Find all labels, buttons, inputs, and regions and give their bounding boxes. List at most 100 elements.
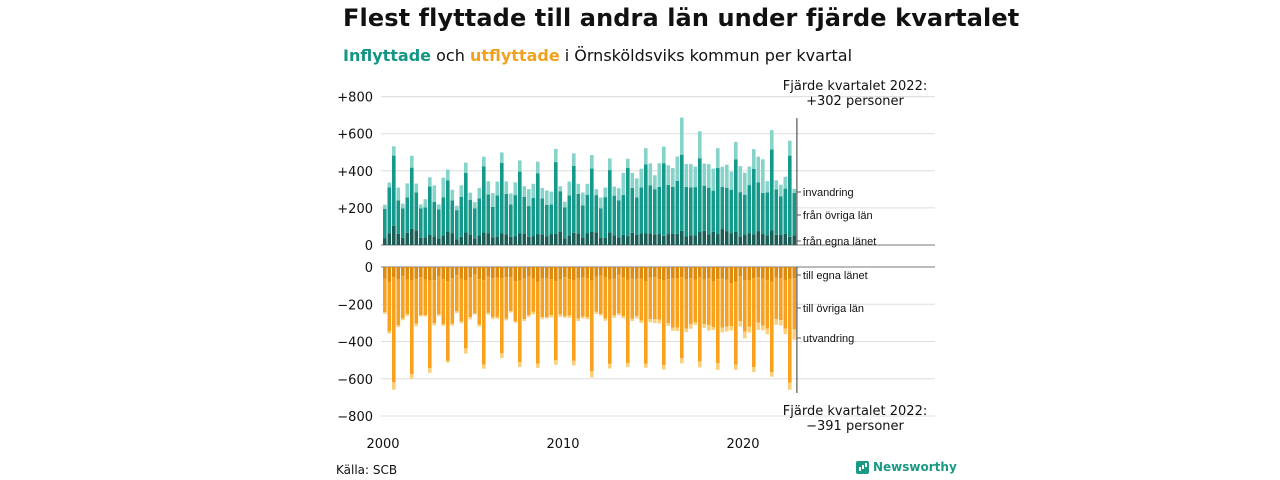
bar-out-2 bbox=[414, 323, 419, 327]
bar-out-1 bbox=[621, 277, 626, 317]
bar-out-1 bbox=[387, 281, 392, 332]
bar-in-2 bbox=[752, 149, 756, 169]
bar-out-2 bbox=[486, 312, 491, 315]
bar-out-2 bbox=[549, 315, 554, 318]
bar-out-0 bbox=[446, 267, 450, 282]
bar-in-0 bbox=[477, 235, 482, 245]
bar-in-2 bbox=[387, 182, 392, 188]
bar-in-2 bbox=[423, 199, 428, 208]
bar-out-2 bbox=[563, 316, 567, 318]
bar-in-0 bbox=[675, 233, 680, 245]
bar-out-1 bbox=[401, 276, 405, 319]
bar-in-0 bbox=[531, 236, 536, 245]
subtitle-och: och bbox=[431, 46, 470, 65]
bar-in-0 bbox=[423, 237, 428, 245]
bar-out-0 bbox=[671, 267, 675, 279]
bar-in-1 bbox=[599, 208, 603, 238]
bar-out-0 bbox=[612, 267, 617, 279]
bar-out-1 bbox=[414, 278, 419, 324]
bar-in-0 bbox=[693, 235, 698, 245]
bar-out-0 bbox=[639, 267, 644, 279]
bar-in-1 bbox=[576, 193, 581, 234]
bar-in-1 bbox=[491, 206, 495, 238]
bar-out-0 bbox=[635, 267, 639, 279]
bar-in-1 bbox=[626, 168, 630, 237]
bar-out-2 bbox=[608, 363, 612, 369]
bar-in-2 bbox=[473, 202, 477, 209]
bar-in-2 bbox=[689, 164, 693, 188]
bar-in-2 bbox=[563, 201, 567, 208]
bar-in-0 bbox=[464, 232, 468, 245]
bar-out-1 bbox=[567, 279, 572, 316]
bar-in-1 bbox=[428, 186, 432, 235]
bar-out-2 bbox=[711, 326, 716, 330]
bar-in-1 bbox=[756, 182, 761, 232]
bar-out-0 bbox=[666, 267, 671, 280]
bar-in-1 bbox=[608, 170, 612, 233]
bar-out-1 bbox=[468, 277, 473, 318]
bar-in-2 bbox=[414, 183, 419, 193]
bar-out-1 bbox=[495, 277, 500, 317]
bar-in-1 bbox=[392, 155, 396, 226]
bar-out-1 bbox=[698, 277, 702, 362]
bar-in-1 bbox=[644, 164, 648, 234]
bar-out-0 bbox=[527, 267, 531, 277]
bar-out-2 bbox=[446, 360, 450, 363]
bar-out-2 bbox=[459, 321, 464, 324]
bar-in-2 bbox=[455, 205, 459, 211]
bar-in-1 bbox=[590, 168, 594, 233]
bar-out-0 bbox=[707, 267, 711, 278]
bar-out-0 bbox=[594, 267, 599, 277]
bar-out-0 bbox=[477, 267, 482, 280]
bar-in-0 bbox=[617, 237, 621, 245]
bar-out-1 bbox=[702, 279, 707, 324]
bar-in-2 bbox=[446, 169, 450, 181]
bar-in-2 bbox=[491, 193, 495, 207]
bar-out-0 bbox=[419, 267, 423, 278]
bar-in-1 bbox=[783, 188, 788, 234]
bar-out-1 bbox=[644, 280, 648, 364]
bar-in-0 bbox=[671, 233, 675, 245]
bar-in-2 bbox=[698, 131, 702, 159]
bar-out-2 bbox=[491, 317, 495, 320]
bar-out-1 bbox=[608, 279, 612, 364]
bar-in-0 bbox=[774, 234, 779, 245]
bar-out-1 bbox=[734, 281, 738, 365]
bar-in-2 bbox=[644, 148, 648, 165]
bar-in-2 bbox=[437, 204, 441, 210]
bar-in-1 bbox=[536, 173, 540, 235]
bar-in-1 bbox=[504, 193, 509, 235]
bar-out-1 bbox=[450, 278, 455, 324]
bar-in-0 bbox=[572, 232, 576, 245]
bar-in-1 bbox=[558, 191, 563, 232]
bar-in-2 bbox=[581, 192, 585, 206]
bar-in-0 bbox=[437, 238, 441, 245]
bar-in-1 bbox=[500, 163, 504, 234]
bar-out-2 bbox=[648, 319, 653, 323]
bar-out-2 bbox=[680, 358, 684, 364]
bar-in-0 bbox=[635, 234, 639, 245]
bar-in-2 bbox=[576, 183, 581, 194]
bar-in-2 bbox=[441, 177, 446, 198]
bar-in-0 bbox=[639, 233, 644, 245]
bar-out-0 bbox=[414, 267, 419, 279]
bar-out-0 bbox=[626, 267, 630, 280]
bar-in-0 bbox=[491, 237, 495, 245]
bar-in-2 bbox=[459, 185, 464, 197]
bar-out-0 bbox=[581, 267, 585, 278]
bar-out-0 bbox=[387, 267, 392, 282]
bar-in-1 bbox=[666, 184, 671, 235]
bar-in-1 bbox=[572, 165, 576, 233]
bar-out-0 bbox=[405, 267, 410, 280]
bar-in-2 bbox=[594, 189, 599, 196]
bar-in-2 bbox=[720, 166, 725, 187]
x-tick-label: 2010 bbox=[546, 437, 579, 452]
bar-out-1 bbox=[590, 280, 594, 372]
bar-in-0 bbox=[626, 236, 630, 245]
bar-in-2 bbox=[675, 156, 680, 181]
bar-out-0 bbox=[410, 267, 414, 281]
bar-in-0 bbox=[563, 238, 567, 245]
bar-in-2 bbox=[612, 186, 617, 196]
bar-out-2 bbox=[653, 319, 657, 324]
bar-out-0 bbox=[792, 267, 797, 279]
